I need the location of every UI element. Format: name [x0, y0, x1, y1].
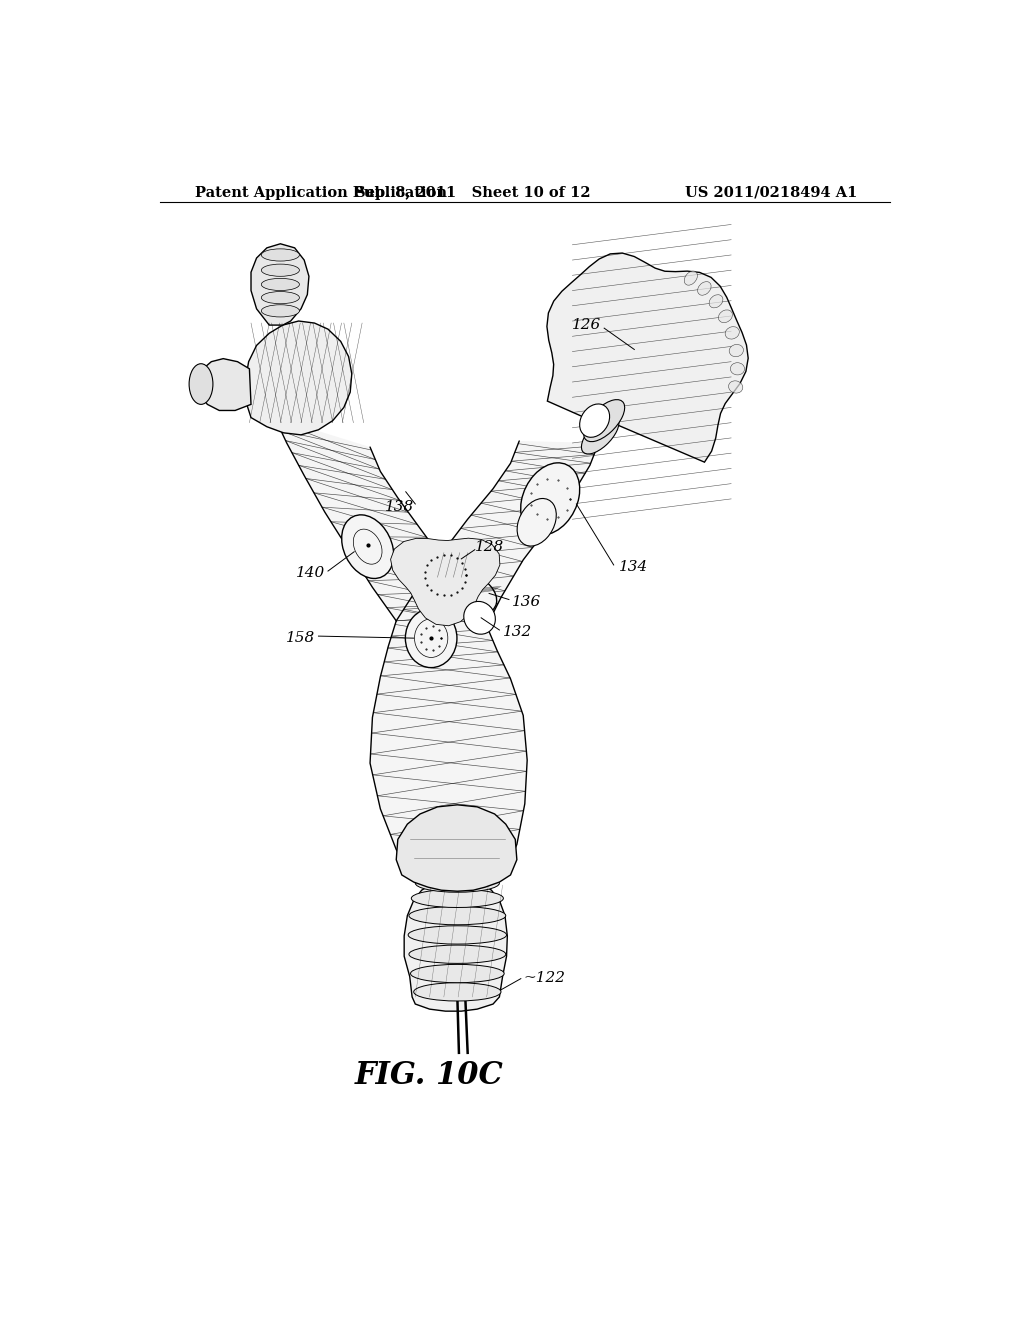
Ellipse shape	[409, 925, 507, 944]
Ellipse shape	[729, 345, 743, 356]
Text: 140: 140	[296, 566, 325, 579]
Ellipse shape	[438, 572, 497, 615]
Ellipse shape	[189, 364, 213, 404]
Ellipse shape	[261, 305, 299, 317]
Text: 158: 158	[286, 631, 315, 645]
Polygon shape	[274, 417, 486, 626]
Ellipse shape	[464, 602, 496, 634]
Text: 126: 126	[571, 318, 601, 333]
Ellipse shape	[730, 363, 744, 375]
Ellipse shape	[261, 292, 299, 304]
Text: FIG. 10C: FIG. 10C	[355, 1060, 504, 1090]
Ellipse shape	[411, 965, 504, 982]
Ellipse shape	[261, 264, 299, 276]
Ellipse shape	[342, 515, 393, 578]
Polygon shape	[251, 244, 309, 325]
Ellipse shape	[584, 400, 625, 442]
Ellipse shape	[409, 907, 506, 925]
Polygon shape	[404, 879, 507, 1011]
Ellipse shape	[414, 982, 501, 1001]
Ellipse shape	[719, 310, 732, 322]
Ellipse shape	[710, 294, 723, 308]
Ellipse shape	[580, 404, 609, 437]
Ellipse shape	[684, 271, 697, 285]
Text: 128: 128	[475, 540, 504, 553]
Ellipse shape	[409, 945, 506, 964]
Polygon shape	[246, 321, 352, 434]
Ellipse shape	[412, 890, 504, 907]
Polygon shape	[198, 359, 251, 411]
Polygon shape	[390, 539, 500, 626]
Ellipse shape	[434, 543, 480, 587]
Text: US 2011/0218494 A1: US 2011/0218494 A1	[685, 186, 857, 199]
Text: 138: 138	[384, 500, 414, 513]
Ellipse shape	[261, 249, 299, 261]
Text: 132: 132	[503, 626, 531, 639]
Text: Patent Application Publication: Patent Application Publication	[196, 186, 447, 199]
Ellipse shape	[520, 463, 580, 535]
Ellipse shape	[728, 380, 742, 393]
Polygon shape	[396, 441, 599, 626]
Ellipse shape	[697, 281, 711, 296]
Polygon shape	[547, 253, 749, 462]
Ellipse shape	[416, 874, 500, 892]
Text: 136: 136	[512, 594, 542, 609]
Ellipse shape	[725, 326, 739, 339]
Ellipse shape	[582, 416, 618, 454]
Polygon shape	[396, 805, 517, 891]
Text: ~122: ~122	[523, 970, 565, 985]
Text: Sep. 8, 2011   Sheet 10 of 12: Sep. 8, 2011 Sheet 10 of 12	[355, 186, 591, 199]
Ellipse shape	[406, 609, 457, 668]
Ellipse shape	[517, 499, 556, 546]
Text: 134: 134	[618, 560, 648, 574]
Polygon shape	[370, 620, 527, 880]
Ellipse shape	[261, 279, 299, 290]
